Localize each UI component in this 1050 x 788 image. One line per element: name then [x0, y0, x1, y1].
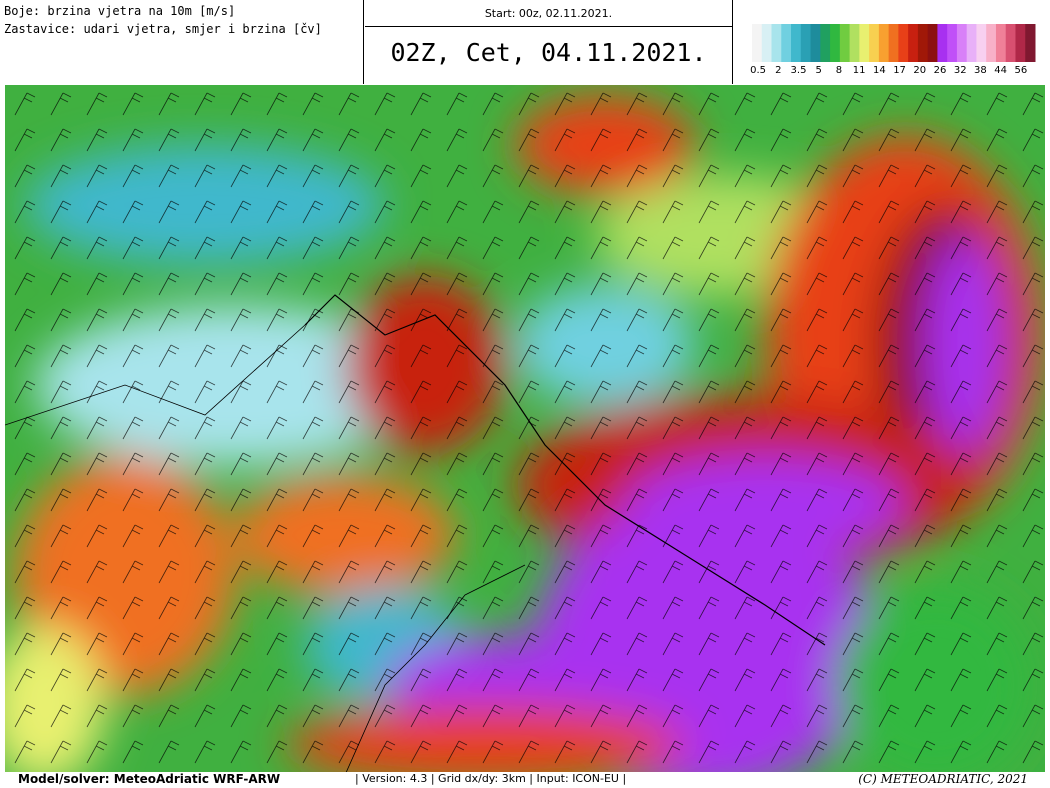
- colorbar-label: 56: [1014, 65, 1027, 76]
- colorbar-swatch: [878, 24, 890, 62]
- colorbar-swatch: [791, 24, 802, 62]
- model-info: Model/solver: MeteoAdriatic WRF-ARW: [18, 772, 281, 786]
- legend-line: Zastavice: udari vjetra, smjer i brzina …: [4, 22, 322, 36]
- colorbar-label: 5: [816, 65, 822, 76]
- legend-description: Boje: brzina vjetra na 10m [m/s] Zastavi…: [0, 0, 364, 84]
- colorbar-swatch: [800, 24, 812, 62]
- colorbar-label: 38: [974, 65, 987, 76]
- colorbar-swatch: [888, 24, 899, 62]
- colorbar-swatch: [849, 24, 860, 62]
- colorbar-swatch: [859, 24, 870, 62]
- colorbar-swatch: [908, 24, 919, 62]
- colorbar-swatch: [1015, 24, 1026, 62]
- run-info: | Version: 4.3 | Grid dx/dy: 3km | Input…: [355, 772, 627, 785]
- colorbar-swatch: [869, 24, 880, 62]
- footer: Model/solver: MeteoAdriatic WRF-ARW | Ve…: [0, 772, 1050, 788]
- colorbar-swatch: [976, 24, 987, 62]
- colorbar-swatch: [937, 24, 948, 62]
- colorbar-swatch: [820, 24, 831, 62]
- colorbar-label: 3.5: [791, 65, 807, 76]
- colorbar-swatch: [947, 24, 958, 62]
- colorbar-swatch: [995, 24, 1007, 62]
- colorbar-label: 11: [853, 65, 866, 76]
- colorbar: 0.5 2 3.5 5 8 11 14 17 20 26 32 38 44 56: [750, 24, 1036, 76]
- colorbar-swatch: [761, 24, 773, 62]
- wind-map: [5, 85, 1045, 772]
- colorbar-swatch: [752, 24, 763, 62]
- copyright: (C) METEOADRIATIC, 2021: [858, 772, 1028, 786]
- colorbar-swatch: [810, 24, 821, 62]
- colorbar-label: 26: [934, 65, 947, 76]
- colorbar-label: 2: [775, 65, 781, 76]
- colorbar-swatch: [986, 24, 997, 62]
- colorbar-swatch: [1025, 24, 1036, 62]
- colorbar-swatch: [927, 24, 938, 62]
- colorbar-swatch: [1005, 24, 1016, 62]
- colorbar-label: 17: [893, 65, 906, 76]
- colorbar-label: 0.5: [750, 65, 766, 76]
- time-box: Start: 00z, 02.11.2021. 02Z, Cet, 04.11.…: [365, 0, 733, 84]
- colorbar-swatch: [898, 24, 909, 62]
- colorbar-label: 20: [913, 65, 926, 76]
- colorbar-label: 8: [836, 65, 842, 76]
- colorbar-label: 32: [954, 65, 967, 76]
- colorbar-swatch: [781, 24, 792, 62]
- colorbar-swatch: [917, 24, 929, 62]
- colorbar-label: 14: [873, 65, 886, 76]
- colorbar-swatch: [771, 24, 782, 62]
- start-time: Start: 00z, 02.11.2021.: [365, 0, 732, 27]
- colorbar-swatch: [830, 24, 841, 62]
- colorbar-swatch: [839, 24, 851, 62]
- valid-time: 02Z, Cet, 04.11.2021.: [390, 38, 707, 67]
- colorbar-swatch: [966, 24, 977, 62]
- colorbar-label: 44: [994, 65, 1007, 76]
- legend-line: Boje: brzina vjetra na 10m [m/s]: [4, 4, 236, 18]
- colorbar-swatch: [956, 24, 968, 62]
